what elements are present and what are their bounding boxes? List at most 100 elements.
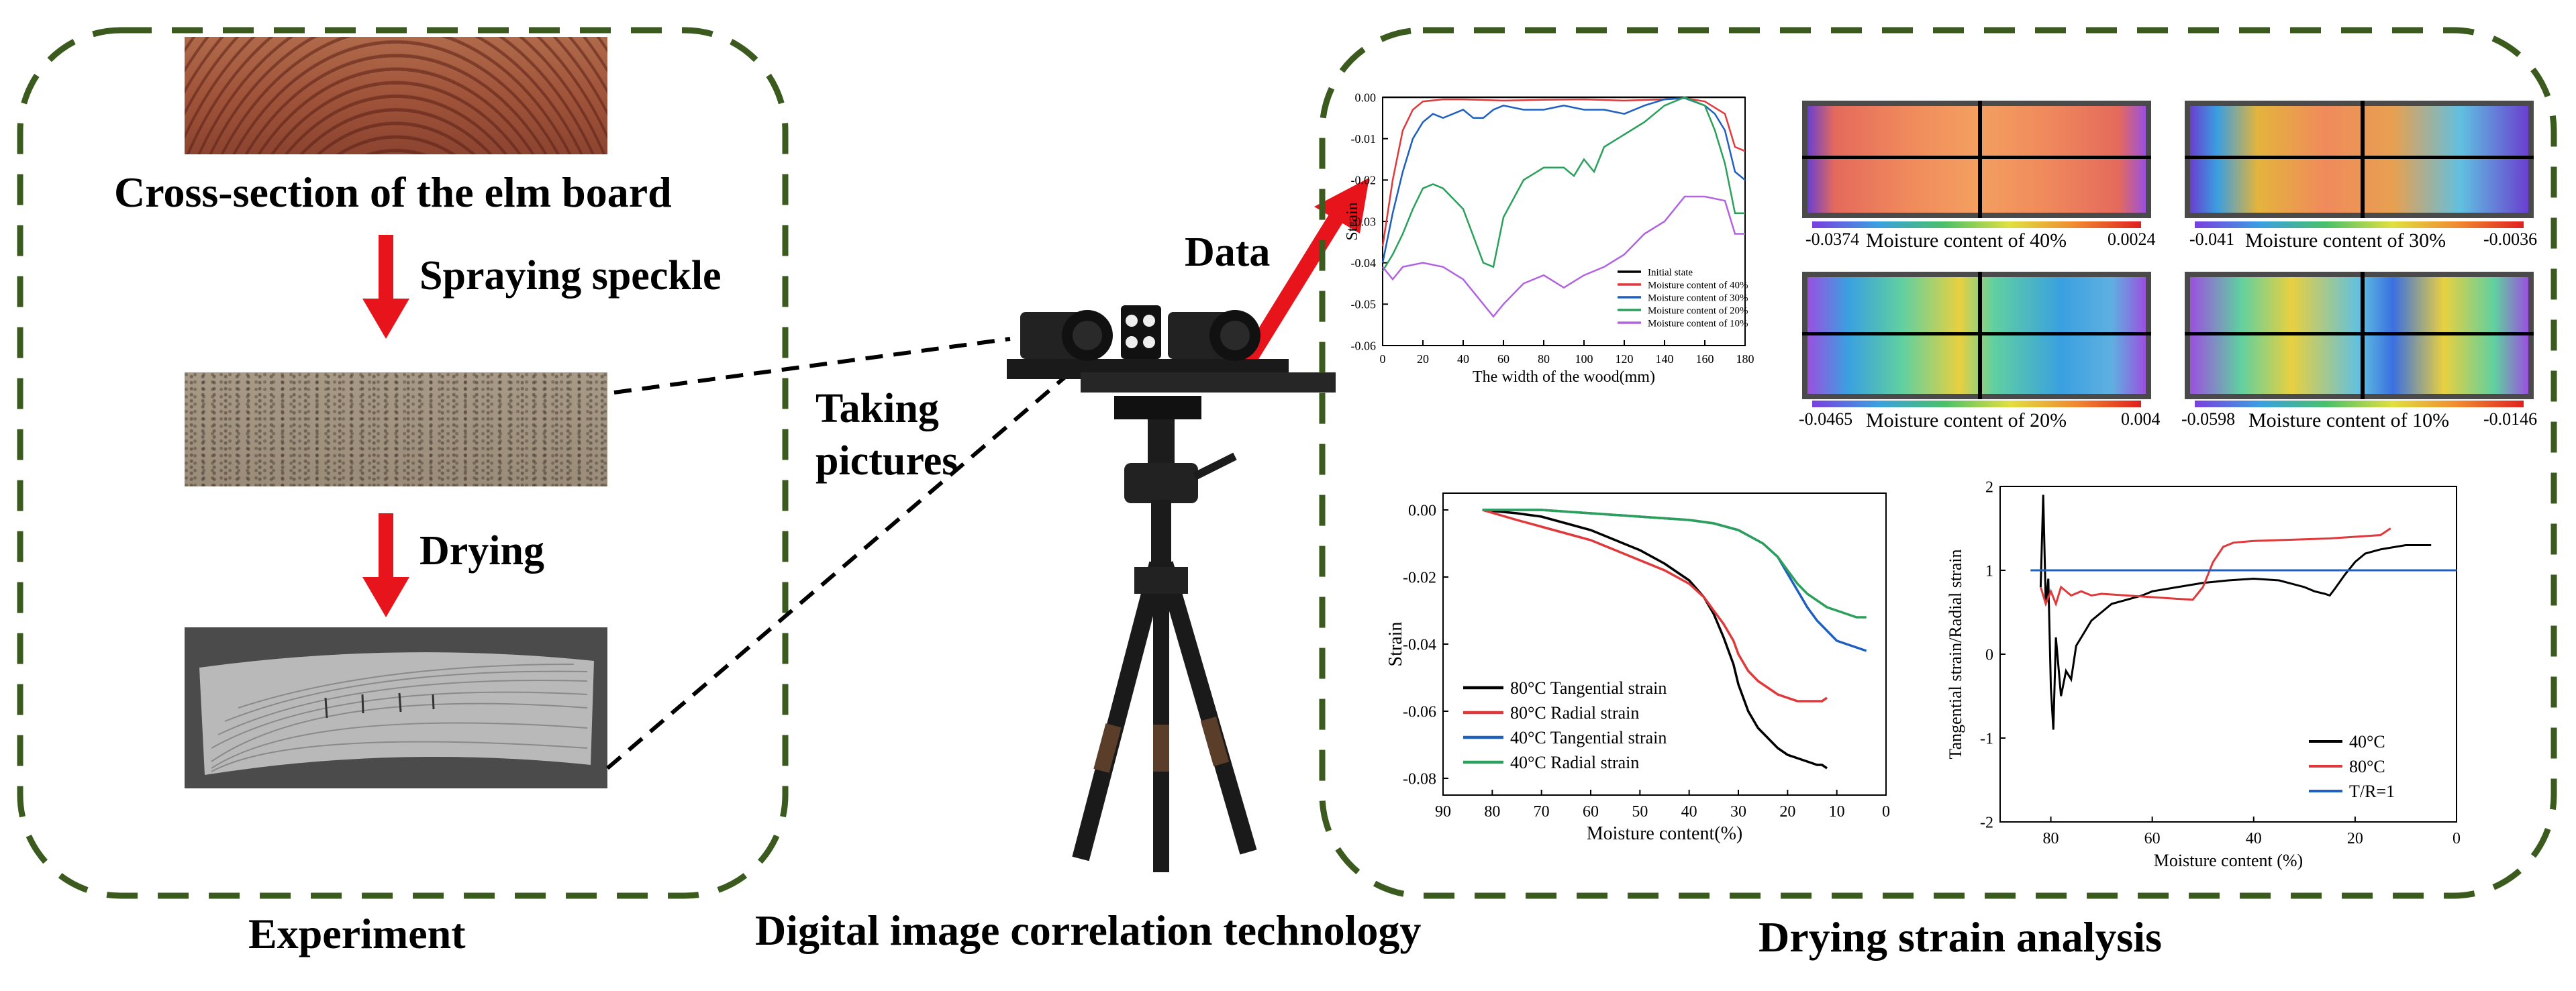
y-tick-label: 0 [1985,646,1993,664]
series-line-moisture-content-of-10- [1382,195,1745,318]
plot-frame [1442,492,1887,796]
series-line-40-c-radial-strain [1482,509,1867,619]
series-line-40-c [2039,494,2432,730]
drying-label: Drying [419,528,544,574]
field-40-max: 0.0024 [2108,229,2156,249]
y-tick-label: -0.04 [1403,636,1436,654]
series-line-40-c-tangential-strain [1482,509,1867,652]
field-30-max: -0.0036 [2483,229,2538,249]
tr-ratio-chart: 80 60 40 20 0 2 1 0 -1 -2 Moisture content (%) Tang… [1946,478,2461,870]
legend-label: Moisture content of 20% [1648,305,1748,316]
y-tick-label: -0.02 [1403,569,1436,586]
cross-section-label: Cross-section of the elm board [114,168,672,216]
x-tick-label: 10 [1829,803,1845,821]
colorbar-20 [1812,401,2141,407]
x-tick-label: 0 [2453,830,2461,847]
taking-pictures-label-line2: pictures [815,438,958,484]
x-tick-label: 60 [2144,830,2161,847]
series-line-moisture-content-of-20- [1381,96,1745,272]
x-tick-label: 40 [2246,830,2262,847]
y-tick-label: -0.06 [1351,339,1377,352]
y-tick-label: -0.05 [1351,298,1377,311]
field-10-min: -0.0598 [2181,409,2236,429]
field-20-max: 0.004 [2121,409,2161,429]
legend-label: Moisture content of 30% [1648,293,1748,303]
data-label: Data [1185,229,1271,275]
series-line-moisture-content-of-40- [1381,97,1746,247]
experiment-caption: Experiment [248,910,466,957]
series-line-moisture-content-of-30- [1381,97,1746,263]
width-strain-chart: 0 20 40 60 80 100 120 140 160 180 0.00 -0.01 -0.02 -0… [1344,91,1754,386]
x-tick-label: 90 [1435,803,1451,821]
x-tick-label: 100 [1575,352,1593,366]
elm-board-photo [185,37,607,154]
plot-frame [1999,486,2457,823]
down-arrow-2 [362,513,409,617]
legend-label: T/R=1 [2349,782,2395,801]
y-tick-label: -1 [1980,730,1993,747]
y-axis-label: Strain [1344,202,1361,240]
analysis-caption: Drying strain analysis [1758,913,2162,961]
y-tick-label: -0.03 [1351,215,1377,228]
legend-label: 80°C Tangential strain [1510,678,1667,698]
speckle-board-photo [185,372,607,486]
y-tick-label: 0.00 [1355,91,1377,104]
field-30-label: Moisture content of 30% [2245,229,2446,252]
spraying-speckle-label: Spraying speckle [419,253,722,299]
down-arrow-1 [362,235,409,339]
y-axis-label: Tangential strain/Radial strain [1946,550,1965,760]
y-tick-label: -0.08 [1403,770,1436,788]
legend-label: 40°C Radial strain [1510,753,1639,772]
legend-label: 40°C [2349,732,2385,751]
x-tick-label: 40 [1681,803,1697,821]
legend-label: Moisture content of 40% [1648,280,1748,291]
x-tick-label: 80 [1484,803,1500,821]
analysis-panel-border [1319,27,2557,899]
x-tick-label: 120 [1616,352,1634,366]
dried-board-photo [185,627,607,788]
y-tick-label: 0.00 [1408,502,1436,519]
x-tick-label: 60 [1583,803,1599,821]
y-tick-label: -2 [1980,814,1993,831]
series-line-80-c-tangential-strain [1482,509,1828,770]
x-tick-label: 80 [1538,352,1550,366]
x-tick-label: 20 [1779,803,1795,821]
x-tick-label: 140 [1656,352,1674,366]
x-tick-label: 70 [1534,803,1550,821]
experiment-panel-border [17,27,789,899]
x-axis-label: Moisture content (%) [2154,851,2303,870]
field-10-label: Moisture content of 10% [2248,409,2450,431]
strain-field-40 [1802,101,2151,218]
field-20-label: Moisture content of 20% [1866,409,2067,431]
colorbar-40 [1812,221,2141,228]
strain-field-20 [1802,272,2151,399]
y-tick-label: -0.04 [1351,256,1377,270]
x-tick-label: 20 [1417,352,1429,366]
field-40-label: Moisture content of 40% [1866,229,2067,252]
colorbar-30 [2195,221,2524,228]
x-tick-label: 80 [2043,830,2059,847]
stereo-camera-tripod [1007,305,1336,872]
x-tick-label: 160 [1696,352,1714,366]
strain-field-30 [2185,101,2534,218]
taking-pictures-label-line1: Taking [815,386,939,431]
data-arrow [1240,178,1369,367]
x-tick-label: 30 [1730,803,1746,821]
x-tick-label: 50 [1632,803,1648,821]
x-axis-label: The width of the wood(mm) [1473,368,1655,386]
legend-label: Moisture content of 10% [1648,318,1748,329]
legend-label: 80°C Radial strain [1510,703,1639,723]
legend-label: Initial state [1648,267,1693,278]
colorbar-10 [2195,401,2524,407]
y-tick-label: 1 [1985,562,1993,580]
field-10-max: -0.0146 [2483,409,2538,429]
y-tick-label: -0.02 [1351,174,1377,187]
y-tick-label: 2 [1985,478,1993,496]
x-tick-label: 40 [1457,352,1469,366]
y-axis-label: Strain [1385,622,1406,667]
dic-caption: Digital image correlation technology [755,906,1422,954]
x-tick-label: 0 [1380,352,1386,366]
moisture-strain-chart: 90 80 70 60 50 40 30 20 10 0 0.00 -0.02 -0.04 -0.06 -0… [1385,492,1890,844]
y-tick-label: -0.01 [1351,132,1377,146]
